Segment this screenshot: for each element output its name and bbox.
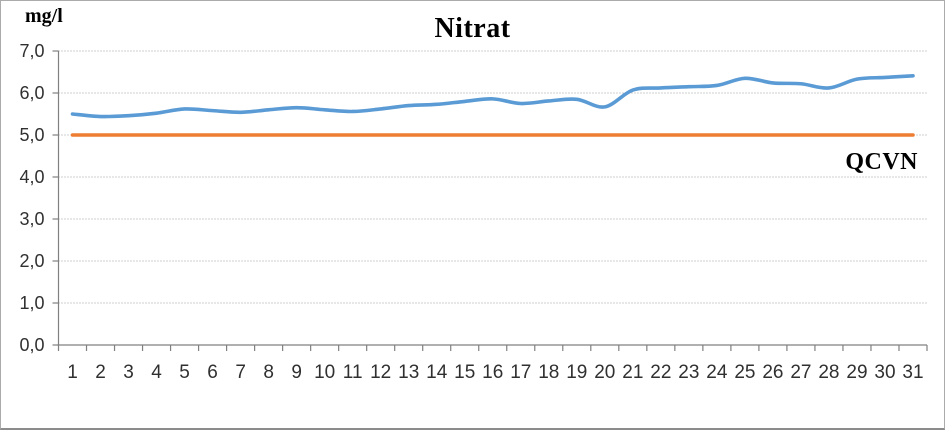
x-tick-label: 14 [426,362,448,383]
x-tick-label: 13 [398,362,419,383]
chart-title: Nitrat [434,13,511,44]
x-tick-label: 12 [370,362,391,383]
y-tick-label: 5,0 [19,125,44,145]
limit-line-label: QCVN [845,149,918,175]
x-tick-label: 30 [874,362,895,383]
y-tick-label: 0,0 [19,335,44,355]
x-tick-label: 10 [314,362,335,383]
x-tick-label: 23 [678,362,699,383]
x-tick-label: 22 [650,362,671,383]
y-tick-label: 6,0 [19,83,44,103]
x-tick-label: 2 [95,362,106,383]
y-tick-label: 7,0 [19,41,44,61]
x-tick-label: 28 [818,362,839,383]
x-tick-label: 9 [291,362,302,383]
x-tick-label: 17 [510,362,531,383]
x-tick-label: 21 [622,362,643,383]
x-tick-label: 3 [123,362,134,383]
y-tick-label: 1,0 [19,293,44,313]
x-tick-label: 4 [151,362,162,383]
x-tick-label: 19 [566,362,587,383]
x-tick-label: 31 [902,362,923,383]
x-tick-label: 29 [846,362,867,383]
y-tick-label: 4,0 [19,167,44,187]
x-tick-label: 24 [706,362,728,383]
x-tick-label: 1 [67,362,78,383]
x-tick-label: 5 [179,362,190,383]
x-tick-label: 27 [790,362,811,383]
x-tick-label: 16 [482,362,503,383]
y-tick-label: 2,0 [19,251,44,271]
y-axis-unit-label: mg/l [25,5,63,27]
y-tick-label: 3,0 [19,209,44,229]
x-tick-label: 25 [734,362,755,383]
x-tick-label: 6 [207,362,218,383]
series-line-nitrat [70,73,915,119]
x-tick-label: 8 [263,362,274,383]
x-tick-label: 26 [762,362,783,383]
x-tick-label: 20 [594,362,615,383]
x-tick-label: 7 [235,362,246,383]
x-tick-label: 18 [538,362,559,383]
x-tick-label: 11 [343,362,363,383]
x-tick-label: 15 [454,362,475,383]
